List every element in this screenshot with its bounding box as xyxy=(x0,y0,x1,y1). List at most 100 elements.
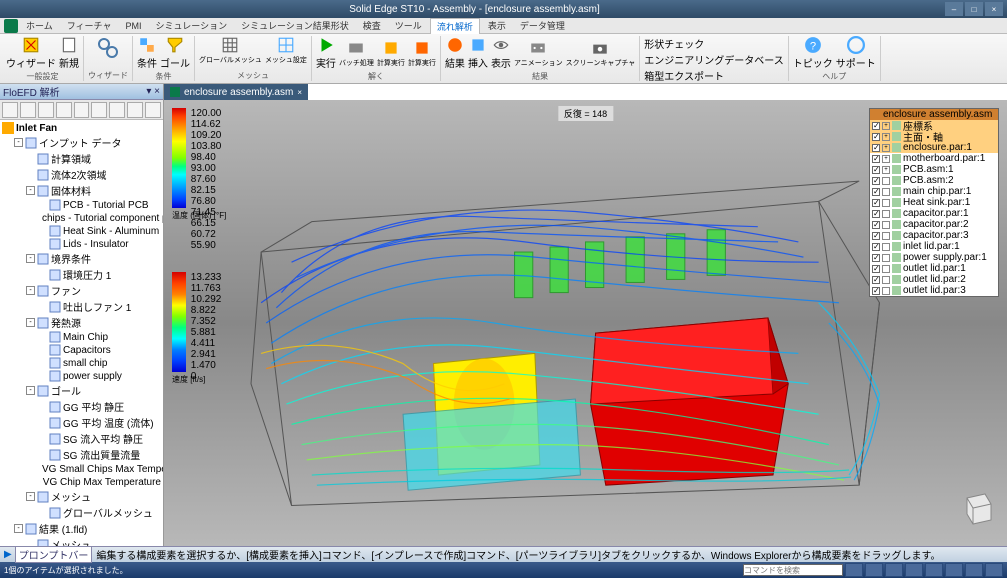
model-tree-row[interactable]: outlet lid.par:2 xyxy=(870,274,998,285)
export-button[interactable]: 箱型エクスポート xyxy=(644,68,784,83)
tb-icon[interactable] xyxy=(965,563,983,577)
tree-node[interactable]: power supply xyxy=(2,370,161,383)
run-button[interactable]: 実行 xyxy=(316,36,336,70)
project-root[interactable]: Inlet Fan xyxy=(2,122,161,135)
tree-node[interactable]: メッシュ xyxy=(2,537,161,546)
tb6[interactable] xyxy=(91,102,107,118)
command-search[interactable] xyxy=(743,564,843,576)
tab-sim[interactable]: シミュレーション xyxy=(149,18,233,33)
tree-node[interactable]: -固体材料 xyxy=(2,183,161,199)
document-tab[interactable]: enclosure assembly.asm × xyxy=(164,84,308,100)
tree-node[interactable]: PCB - Tutorial PCB xyxy=(2,199,161,212)
support-button[interactable]: サポート xyxy=(836,36,876,70)
tb-icon[interactable] xyxy=(945,563,963,577)
tree-node[interactable]: -ファン xyxy=(2,283,161,299)
tab-home[interactable]: ホーム xyxy=(20,18,59,33)
tree-node[interactable]: 流体2次領域 xyxy=(2,167,161,183)
display-button[interactable]: 表示 xyxy=(491,36,511,70)
tree-node[interactable]: SG 流入平均 静圧 xyxy=(2,431,161,447)
3d-canvas[interactable]: 反復 = 148 xyxy=(164,100,1007,546)
viewport[interactable]: enclosure assembly.asm × 反復 = 148 xyxy=(164,84,1007,546)
model-tree-row[interactable]: capacitor.par:1 xyxy=(870,208,998,219)
tab-close-icon[interactable]: × xyxy=(297,88,302,97)
model-tree-row[interactable]: main chip.par:1 xyxy=(870,186,998,197)
results-button[interactable]: 結果 xyxy=(445,36,465,70)
tab-view[interactable]: 表示 xyxy=(482,18,512,33)
tab-pmi[interactable]: PMI xyxy=(119,20,147,32)
tree-node[interactable]: SG 流出質量流量 xyxy=(2,447,161,463)
model-tree-row[interactable]: power supply.par:1 xyxy=(870,252,998,263)
view-cube[interactable] xyxy=(957,486,997,526)
model-tree-row[interactable]: +PCB.asm:1 xyxy=(870,164,998,175)
capture-button[interactable]: スクリーンキャプチャ xyxy=(566,39,636,68)
tree-node[interactable]: -境界条件 xyxy=(2,251,161,267)
tree-node[interactable]: -インプット データ xyxy=(2,135,161,151)
tb-icon[interactable] xyxy=(985,563,1003,577)
tree-node[interactable]: VG Chip Max Temperature xyxy=(2,476,161,489)
tree-node[interactable]: -発熱源 xyxy=(2,315,161,331)
tab-tools[interactable]: ツール xyxy=(389,18,428,33)
tree-node[interactable]: small chip xyxy=(2,357,161,370)
model-tree-row[interactable]: outlet lid.par:3 xyxy=(870,285,998,296)
model-tree-row[interactable]: +主面・軸 xyxy=(870,131,998,142)
tree-node[interactable]: 吐出しファン 1 xyxy=(2,299,161,315)
geom-check-button[interactable]: 形状チェック xyxy=(644,36,784,51)
model-tree-row[interactable]: capacitor.par:2 xyxy=(870,219,998,230)
tb-icon[interactable] xyxy=(925,563,943,577)
tree-node[interactable]: -ゴール xyxy=(2,383,161,399)
conditions-button[interactable]: 条件 xyxy=(137,36,157,70)
model-tree-row[interactable]: Heat sink.par:1 xyxy=(870,197,998,208)
tb-icon[interactable] xyxy=(845,563,863,577)
tb-icon[interactable] xyxy=(905,563,923,577)
maximize-button[interactable]: □ xyxy=(965,2,983,16)
goals-button[interactable]: ゴール xyxy=(160,36,190,70)
tree-node[interactable]: -メッシュ xyxy=(2,489,161,505)
tree-node[interactable]: VG Small Chips Max Temperature xyxy=(2,463,161,476)
tree-node[interactable]: Heat Sink - Aluminum xyxy=(2,225,161,238)
app-icon[interactable] xyxy=(4,19,18,33)
batch-button[interactable]: バッチ処理 xyxy=(339,39,374,68)
model-tree-row[interactable]: inlet lid.par:1 xyxy=(870,241,998,252)
tb3[interactable] xyxy=(38,102,54,118)
tb5[interactable] xyxy=(74,102,90,118)
tb1[interactable] xyxy=(2,102,18,118)
tree-node[interactable]: グローバルメッシュ xyxy=(2,505,161,521)
tree-node[interactable]: 計算領域 xyxy=(2,151,161,167)
tab-data[interactable]: データ管理 xyxy=(514,18,571,33)
tb2[interactable] xyxy=(20,102,36,118)
model-tree-row[interactable]: +motherboard.par:1 xyxy=(870,153,998,164)
wizard-button[interactable]: ウィザード xyxy=(6,36,56,70)
tree-node[interactable]: 環境圧力 1 xyxy=(2,267,161,283)
insert-button[interactable]: 挿入 xyxy=(468,36,488,70)
tb-icon[interactable] xyxy=(885,563,903,577)
engdb-button[interactable]: エンジニアリングデータベース xyxy=(644,52,784,67)
tree-node[interactable]: GG 平均 温度 (流体) xyxy=(2,415,161,431)
tree-node[interactable]: Lids - Insulator xyxy=(2,238,161,251)
model-tree-row[interactable]: PCB.asm:2 xyxy=(870,175,998,186)
minimize-button[interactable]: – xyxy=(945,2,963,16)
tb7[interactable] xyxy=(109,102,125,118)
tab-feature[interactable]: フィーチャ xyxy=(61,18,118,33)
global-mesh-button[interactable]: グローバルメッシュ xyxy=(199,36,262,65)
mesh-settings-button[interactable]: メッシュ設定 xyxy=(265,36,307,65)
tab-inspect[interactable]: 検査 xyxy=(357,18,387,33)
tb4[interactable] xyxy=(56,102,72,118)
tree-node[interactable]: Capacitors xyxy=(2,344,161,357)
model-tree-row[interactable]: +enclosure.par:1 xyxy=(870,142,998,153)
model-tree-row[interactable]: enclosure assembly.asm xyxy=(870,109,998,120)
new-button[interactable]: 新規 xyxy=(59,36,79,70)
calc1-button[interactable]: 計算実行 xyxy=(377,39,405,68)
tb9[interactable] xyxy=(145,102,161,118)
calc2-button[interactable]: 計算実行 xyxy=(408,39,436,68)
model-tree[interactable]: enclosure assembly.asm+座標系+主面・軸+enclosur… xyxy=(869,108,999,297)
tree-node[interactable]: chips - Tutorial component package xyxy=(2,212,161,225)
anim-button[interactable]: アニメーション xyxy=(514,39,563,68)
topics-button[interactable]: ?トピック xyxy=(793,36,833,70)
close-button[interactable]: × xyxy=(985,2,1003,16)
tab-simgeom[interactable]: シミュレーション結果形状 xyxy=(235,18,355,33)
tab-flow[interactable]: 流れ解析 xyxy=(430,18,480,34)
settings-button[interactable] xyxy=(96,36,120,60)
tree-node[interactable]: GG 平均 静圧 xyxy=(2,399,161,415)
model-tree-row[interactable]: capacitor.par:3 xyxy=(870,230,998,241)
tree-node[interactable]: -結果 (1.fld) xyxy=(2,521,161,537)
